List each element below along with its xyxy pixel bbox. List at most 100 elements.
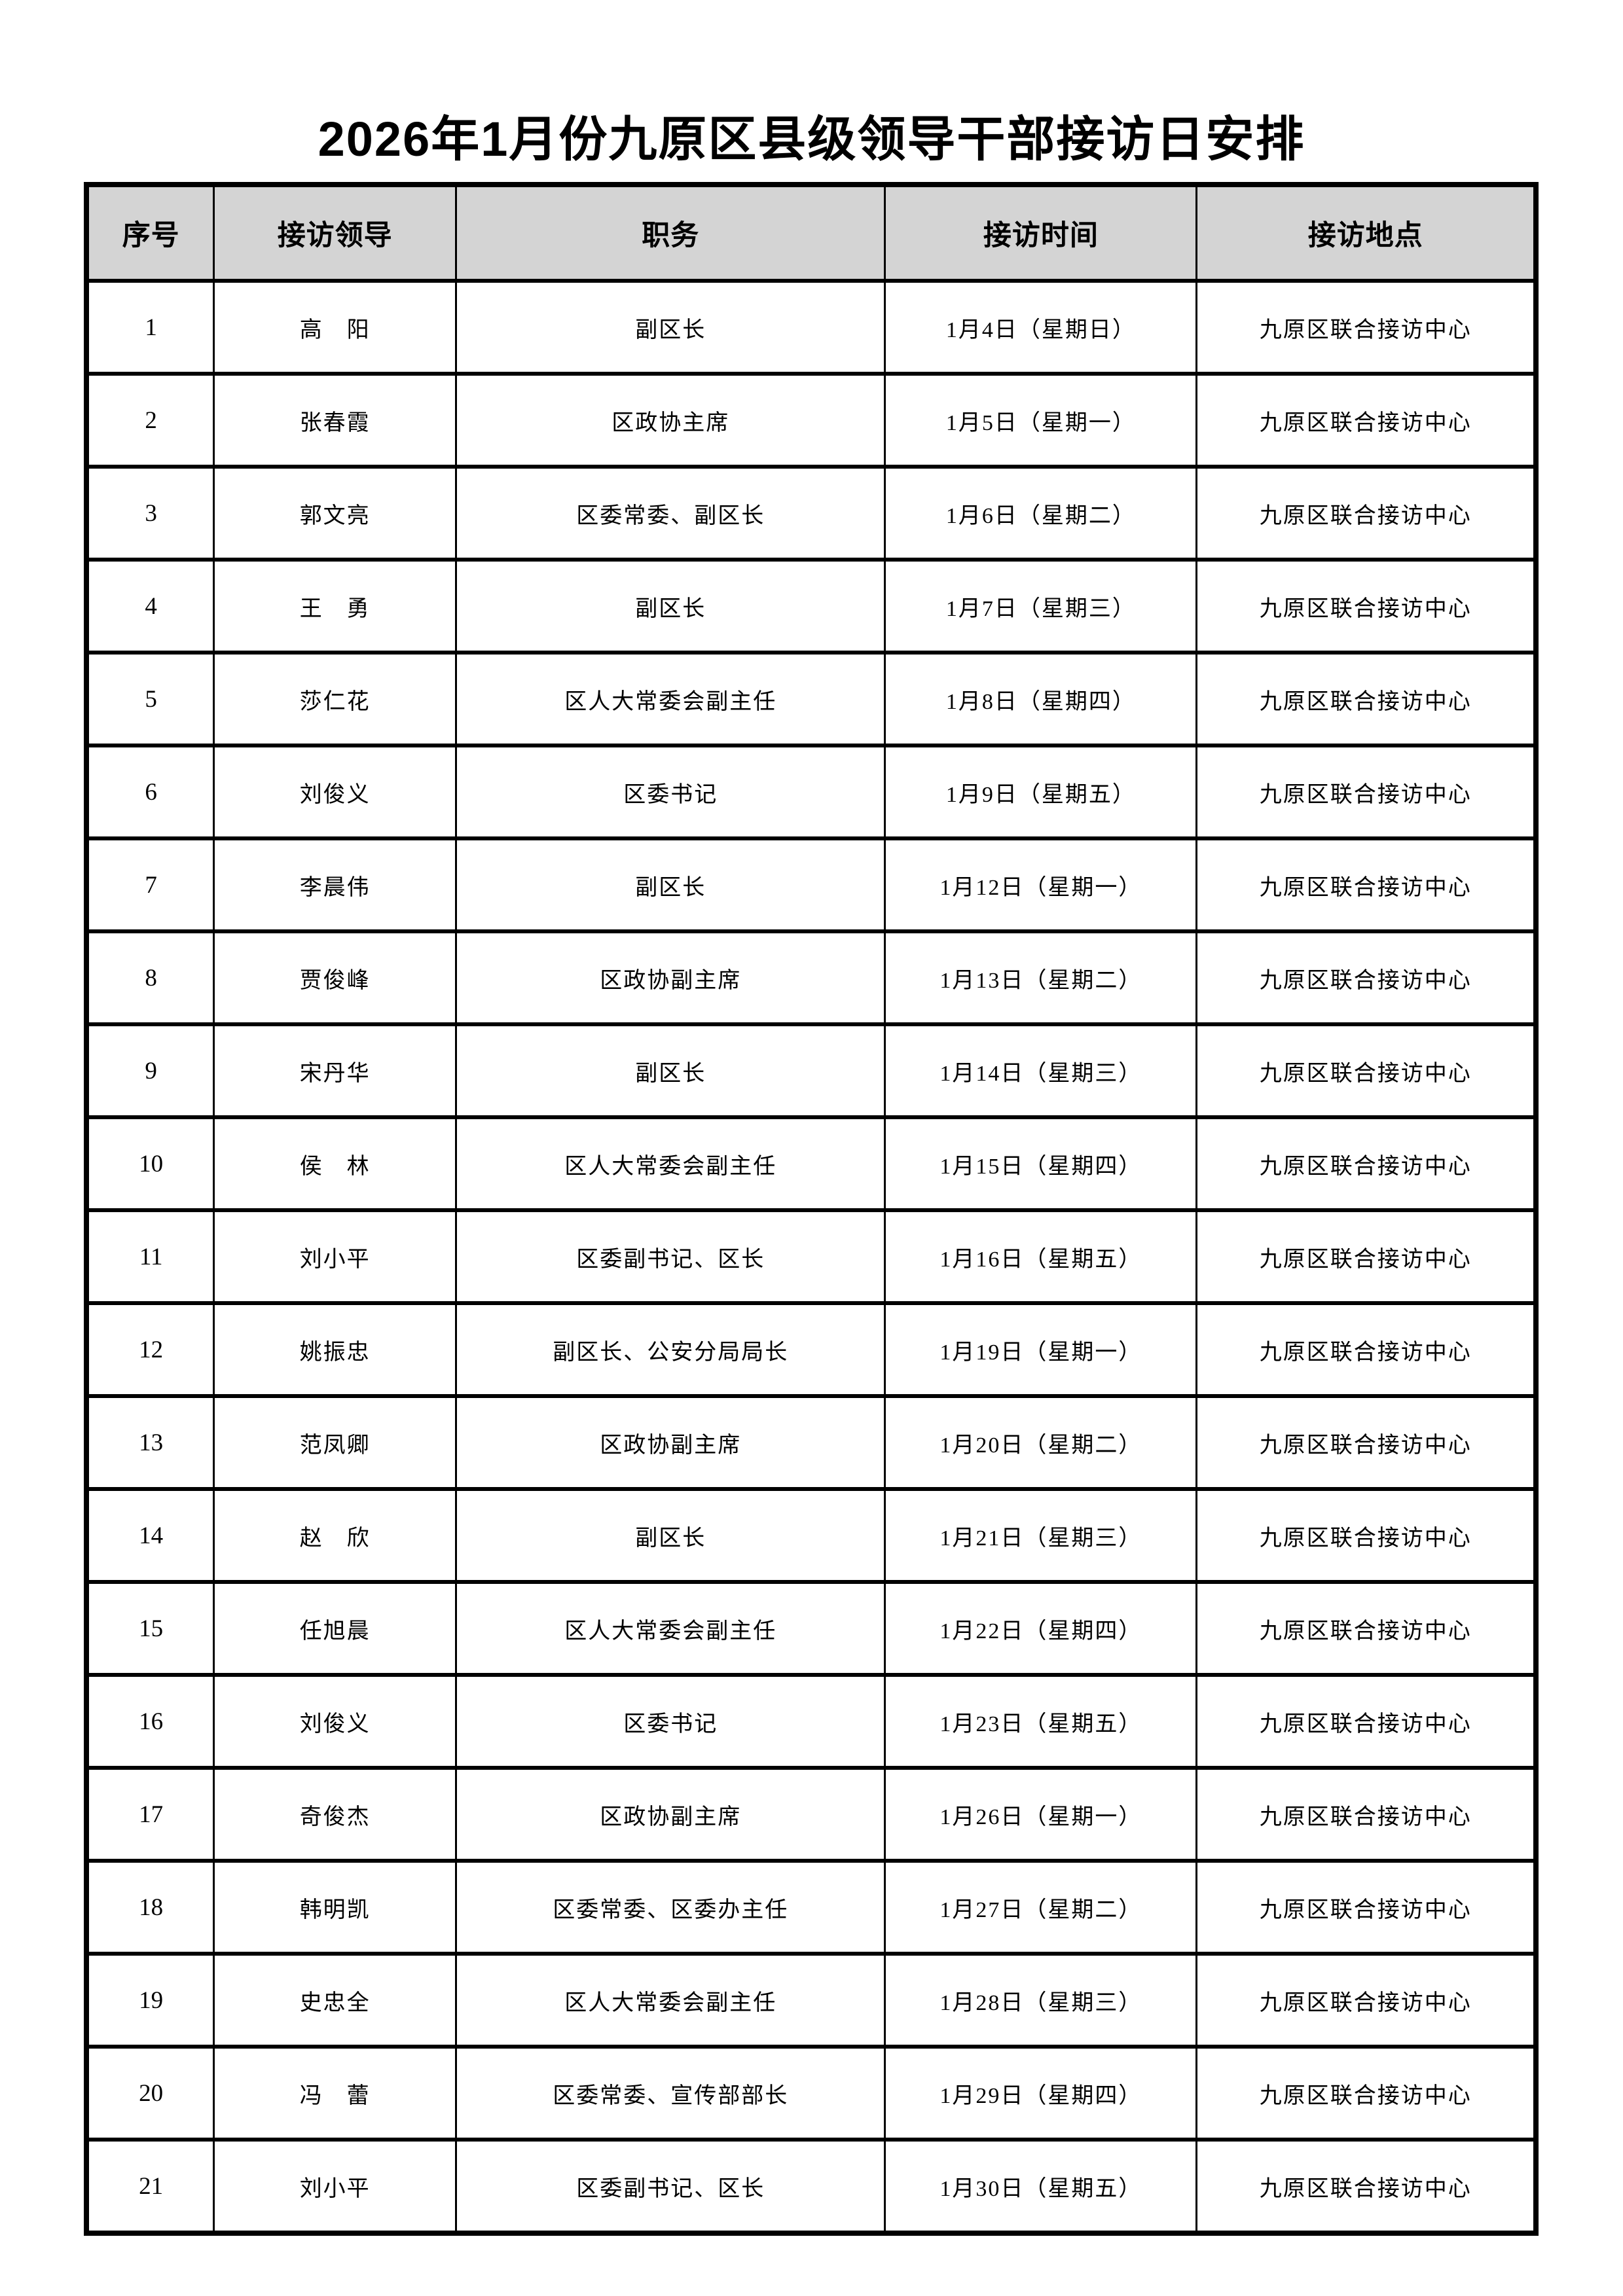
table-row: 11 刘小平 区委副书记、区长 1月16日（星期五） 九原区联合接访中心 — [85, 1208, 1537, 1305]
table-cell-time: 1月9日（星期五） — [884, 744, 1198, 840]
table-cell-leader: 莎仁花 — [213, 651, 458, 747]
table-row: 20 冯 蕾区委常委、宣传部部长 1月29日（星期四） 九原区联合接访中心 — [85, 2045, 1537, 2142]
table-row: 8 贾俊峰 区政协副主席 1月13日（星期二） 九原区联合接访中心 — [85, 929, 1537, 1026]
table-cell-time: 1月6日（星期二） — [884, 465, 1198, 562]
table-cell-time: 1月19日（星期一） — [884, 1301, 1198, 1398]
table-cell-leader: 侯 林 — [213, 1115, 458, 1212]
table-cell-no: 5 — [85, 651, 215, 747]
table-cell-location: 九原区联合接访中心 — [1195, 2045, 1537, 2142]
table-cell-leader: 刘俊义 — [213, 744, 458, 840]
table-cell-leader: 郭文亮 — [213, 465, 458, 562]
table-cell-leader: 任旭晨 — [213, 1580, 458, 1677]
table-cell-leader: 高 阳 — [213, 279, 458, 376]
table-cell-location: 九原区联合接访中心 — [1195, 1115, 1537, 1212]
table-cell-no: 16 — [85, 1673, 215, 1770]
table-cell-leader: 贾俊峰 — [213, 929, 458, 1026]
table-cell-location: 九原区联合接访中心 — [1195, 651, 1537, 747]
table-cell-time: 1月12日（星期一） — [884, 836, 1198, 933]
table-cell-location: 九原区联合接访中心 — [1195, 1952, 1537, 2049]
table-cell-leader: 赵 欣 — [213, 1487, 458, 1584]
table-cell-location: 九原区联合接访中心 — [1195, 2138, 1537, 2235]
table-cell-position: 区人大常委会副主任 — [455, 651, 886, 747]
table-row: 15 任旭晨 区人大常委会副主任 1月22日（星期四） 九原区联合接访中心 — [85, 1580, 1537, 1677]
column-header-no: 序号 — [85, 183, 215, 283]
table-cell-location: 九原区联合接访中心 — [1195, 372, 1537, 469]
column-header-location: 接访地点 — [1195, 183, 1537, 283]
table-cell-position: 区委常委、副区长 — [455, 465, 886, 562]
table-cell-position: 副区长 — [455, 558, 886, 655]
table-cell-no: 14 — [85, 1487, 215, 1584]
table-cell-time: 1月28日（星期三） — [884, 1952, 1198, 2049]
column-header-time: 接访时间 — [884, 183, 1198, 283]
table-cell-no: 19 — [85, 1952, 215, 2049]
table-cell-leader: 李晨伟 — [213, 836, 458, 933]
table-cell-time: 1月14日（星期三） — [884, 1022, 1198, 1119]
table-cell-position: 区人大常委会副主任 — [455, 1952, 886, 2049]
table-cell-time: 1月20日（星期二） — [884, 1394, 1198, 1491]
table-cell-location: 九原区联合接访中心 — [1195, 1766, 1537, 1863]
table-cell-location: 九原区联合接访中心 — [1195, 744, 1537, 840]
table-cell-position: 副区长、公安分局局长 — [455, 1301, 886, 1398]
table-cell-no: 4 — [85, 558, 215, 655]
table-cell-leader: 王 勇 — [213, 558, 458, 655]
page-title: 2026年1月份九原区县级领导干部接访日安排 — [318, 112, 1305, 166]
table-cell-time: 1月21日（星期三） — [884, 1487, 1198, 1584]
table-cell-time: 1月5日（星期一） — [884, 372, 1198, 469]
table-cell-leader: 刘俊义 — [213, 1673, 458, 1770]
table-cell-leader: 张春霞 — [213, 372, 458, 469]
table-row: 6 刘俊义 区委书记 1月9日（星期五） 九原区联合接访中心 — [85, 744, 1537, 840]
table-cell-no: 12 — [85, 1301, 215, 1398]
table-cell-location: 九原区联合接访中心 — [1195, 1301, 1537, 1398]
table-cell-position: 副区长 — [455, 1022, 886, 1119]
table-cell-no: 21 — [85, 2138, 215, 2235]
column-header-leader: 接访领导 — [213, 183, 458, 283]
column-header-position: 职务 — [455, 183, 886, 283]
table-cell-position: 区委常委、区委办主任 — [455, 1859, 886, 1956]
table-cell-time: 1月26日（星期一） — [884, 1766, 1198, 1863]
table-cell-location: 九原区联合接访中心 — [1195, 1208, 1537, 1305]
table-cell-position: 副区长 — [455, 836, 886, 933]
table-cell-no: 17 — [85, 1766, 215, 1863]
table-cell-location: 九原区联合接访中心 — [1195, 1487, 1537, 1584]
table-cell-position: 区政协副主席 — [455, 1766, 886, 1863]
table-row: 12 姚振忠 副区长、公安分局局长 1月19日（星期一） 九原区联合接访中心 — [85, 1301, 1537, 1398]
table-cell-position: 区人大常委会副主任 — [455, 1580, 886, 1677]
table-cell-location: 九原区联合接访中心 — [1195, 558, 1537, 655]
table-cell-time: 1月13日（星期二） — [884, 929, 1198, 1026]
table-cell-leader: 姚振忠 — [213, 1301, 458, 1398]
table-row: 9 宋丹华 副区长 1月14日（星期三） 九原区联合接访中心 — [85, 1022, 1537, 1119]
table-cell-leader: 宋丹华 — [213, 1022, 458, 1119]
table-cell-position: 区人大常委会副主任 — [455, 1115, 886, 1212]
table-cell-position: 区委书记 — [455, 744, 886, 840]
table-cell-no: 7 — [85, 836, 215, 933]
table-cell-position: 副区长 — [455, 1487, 886, 1584]
table-cell-time: 1月8日（星期四） — [884, 651, 1198, 747]
table-cell-time: 1月30日（星期五） — [884, 2138, 1198, 2235]
table-cell-no: 10 — [85, 1115, 215, 1212]
table-row: 3 郭文亮 区委常委、副区长 1月6日（星期二） 九原区联合接访中心 — [85, 465, 1537, 562]
table-row: 19 史忠全 区人大常委会副主任 1月28日（星期三） 九原区联合接访中心 — [85, 1952, 1537, 2049]
table-cell-position: 区政协副主席 — [455, 1394, 886, 1491]
table-row: 13 范凤卿 区政协副主席 1月20日（星期二） 九原区联合接访中心 — [85, 1394, 1537, 1491]
table-cell-time: 1月7日（星期三） — [884, 558, 1198, 655]
table-cell-time: 1月22日（星期四） — [884, 1580, 1198, 1677]
table-cell-no: 6 — [85, 744, 215, 840]
table-cell-time: 1月27日（星期二） — [884, 1859, 1198, 1956]
table-cell-location: 九原区联合接访中心 — [1195, 929, 1537, 1026]
table-row: 16 刘俊义 区委书记 1月23日（星期五） 九原区联合接访中心 — [85, 1673, 1537, 1770]
table-cell-position: 区政协主席 — [455, 372, 886, 469]
table-cell-location: 九原区联合接访中心 — [1195, 1859, 1537, 1956]
table-cell-leader: 冯 蕾 — [213, 2045, 458, 2142]
table-cell-no: 1 — [85, 279, 215, 376]
table-cell-time: 1月15日（星期四） — [884, 1115, 1198, 1212]
table-cell-leader: 范凤卿 — [213, 1394, 458, 1491]
table-row: 2 张春霞 区政协主席 1月5日（星期一） 九原区联合接访中心 — [85, 372, 1537, 469]
table-cell-no: 15 — [85, 1580, 215, 1677]
table-cell-location: 九原区联合接访中心 — [1195, 836, 1537, 933]
table-cell-location: 九原区联合接访中心 — [1195, 1580, 1537, 1677]
table-cell-leader: 刘小平 — [213, 1208, 458, 1305]
table-row: 17 奇俊杰 区政协副主席 1月26日（星期一） 九原区联合接访中心 — [85, 1766, 1537, 1863]
table-cell-no: 13 — [85, 1394, 215, 1491]
